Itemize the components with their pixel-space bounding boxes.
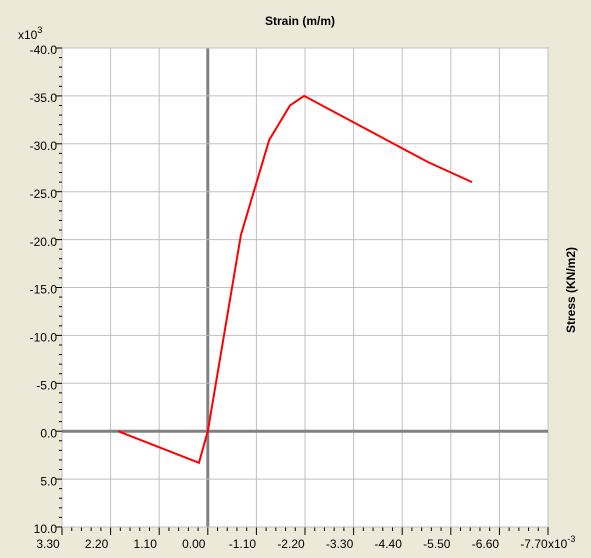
y-tick-label: -30.0 (30, 139, 58, 153)
chart-title: Strain (m/m) (265, 14, 335, 28)
x-multiplier: x10-3 (548, 534, 575, 551)
x-tick-label: 0.00 (182, 537, 206, 551)
y-tick-label: -25.0 (30, 187, 58, 201)
y-tick-label: -10.0 (30, 331, 58, 345)
x-tick-label: -1.10 (229, 537, 257, 551)
x-tick-label: 2.20 (85, 537, 109, 551)
y-tick-label: -35.0 (30, 91, 58, 105)
y-tick-label: -15.0 (30, 283, 58, 297)
stress-strain-curve (117, 94, 473, 465)
x-tick-label: -6.60 (472, 537, 500, 551)
x-multiplier-base: x10 (548, 537, 568, 551)
y-tick-label: 0.0 (40, 426, 57, 440)
x-tick-label: 3.30 (36, 537, 60, 551)
x-multiplier-exp: -3 (567, 534, 575, 544)
y-tick-label: 5.0 (40, 474, 57, 488)
x-tick-label: 1.10 (134, 537, 158, 551)
y-tick-label: -20.0 (30, 235, 58, 249)
y-multiplier: x103 (18, 25, 42, 42)
x-tick-label: -3.30 (326, 537, 354, 551)
x-tick-label: -4.40 (375, 537, 403, 551)
y-axis-label: Stress (KN/m2) (564, 247, 578, 333)
y-tick-label: 10.0 (34, 522, 58, 536)
y-tick-label: -40.0 (30, 43, 58, 57)
x-tick-label: -2.20 (277, 537, 305, 551)
x-tick-label: -5.50 (423, 537, 451, 551)
y-multiplier-base: x10 (18, 28, 38, 42)
x-tick-label: -7.70 (520, 537, 548, 551)
y-multiplier-exp: 3 (37, 25, 42, 35)
y-tick-label: -5.0 (36, 378, 57, 392)
